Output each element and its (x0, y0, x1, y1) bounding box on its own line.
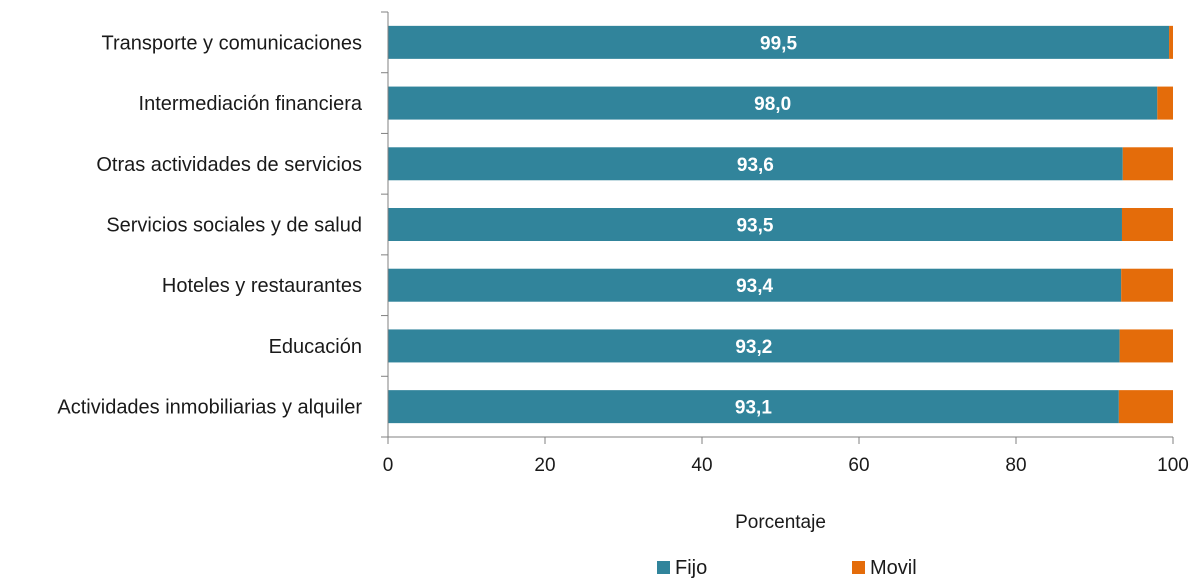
bar-fijo (388, 147, 1123, 181)
bar-fijo (388, 390, 1119, 424)
category-label: Otras actividades de servicios (96, 154, 362, 176)
bar-movil (1118, 390, 1173, 424)
data-label: 99,5 (760, 33, 797, 54)
x-tick-label: 0 (383, 455, 394, 476)
bar-fijo (388, 86, 1158, 120)
data-label: 93,6 (737, 155, 774, 176)
x-axis-title: Porcentaje (735, 512, 826, 533)
category-label: Educación (269, 336, 362, 358)
labels-layer: 99,5 Transporte y comunicaciones 98,0 Inter… (57, 32, 1188, 476)
x-tick-label: 80 (1005, 455, 1026, 476)
data-label: 93,5 (736, 216, 773, 237)
category-label: Intermediación financiera (139, 93, 363, 115)
data-label: 98,0 (754, 94, 791, 115)
x-tick-label: 100 (1157, 455, 1189, 476)
data-label: 93,1 (735, 398, 772, 419)
data-label: 93,2 (735, 337, 772, 358)
bar-movil (1169, 25, 1173, 59)
bars-layer (388, 25, 1173, 424)
legend-label-fijo: Fijo (675, 557, 707, 579)
bar-movil (1119, 329, 1173, 363)
bar-movil (1121, 268, 1173, 302)
bar-movil (1157, 86, 1173, 120)
category-label: Hoteles y restaurantes (162, 275, 362, 297)
legend: Fijo Movil (657, 557, 917, 579)
bar-fijo (388, 25, 1170, 59)
bar-fijo (388, 329, 1120, 363)
bar-fijo (388, 268, 1122, 302)
bar-movil (1122, 147, 1173, 181)
x-tick-label: 40 (691, 455, 712, 476)
x-tick-label: 20 (534, 455, 555, 476)
category-label: Servicios sociales y de salud (106, 215, 362, 237)
legend-label-movil: Movil (870, 557, 917, 579)
data-label: 93,4 (736, 276, 773, 297)
category-label: Actividades inmobiliarias y alquiler (57, 397, 362, 419)
legend-swatch-movil (852, 561, 865, 574)
bar-fijo (388, 208, 1122, 241)
category-label: Transporte y comunicaciones (102, 32, 363, 54)
axes (381, 11, 1174, 444)
x-tick-label: 60 (848, 455, 869, 476)
bar-movil (1121, 208, 1173, 241)
legend-swatch-fijo (657, 561, 670, 574)
